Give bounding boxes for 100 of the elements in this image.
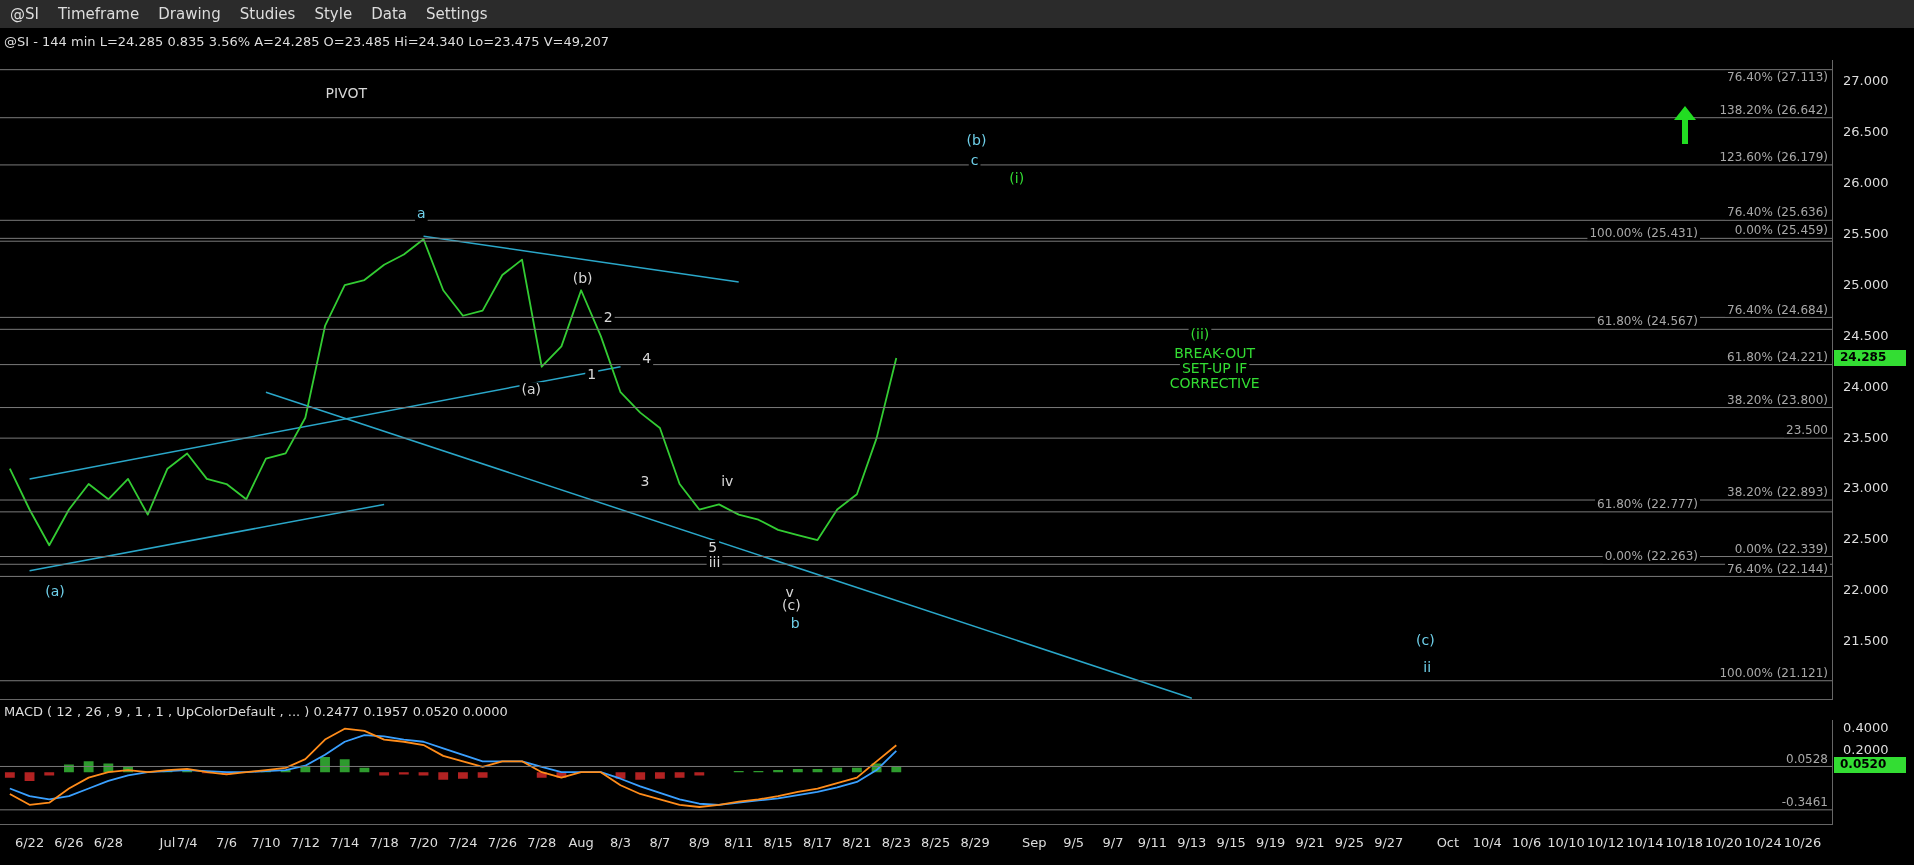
y-tick-label: 24.000	[1843, 378, 1889, 394]
ref-line-label: 61.80% (22.777)	[1597, 496, 1698, 511]
ref-line-label: 76.40% (24.684)	[1727, 302, 1828, 317]
x-tick-label: 10/12	[1586, 834, 1625, 850]
x-tick-label: 7/12	[290, 834, 320, 850]
ref-line-label: 100.00% (21.121)	[1719, 665, 1828, 680]
x-tick-label: 8/21	[842, 834, 872, 850]
y-tick-label: 0.2000	[1843, 741, 1889, 757]
ref-line-label: 0.00% (22.263)	[1604, 549, 1698, 564]
x-tick-label: 9/25	[1334, 834, 1364, 850]
x-tick-label: 7/10	[251, 834, 281, 850]
ref-line-label: 61.80% (24.567)	[1597, 314, 1698, 329]
x-tick-label: 6/22	[14, 834, 45, 850]
x-tick-label: 10/14	[1626, 834, 1664, 850]
x-tick-label: Jul	[158, 834, 176, 850]
x-tick-label: 8/3	[610, 834, 631, 850]
annotation: c	[970, 151, 979, 168]
x-tick-label: 9/7	[1102, 834, 1124, 850]
annotation: v	[785, 583, 794, 600]
y-tick-label: 23.500	[1843, 429, 1889, 445]
text: 24.285	[1840, 350, 1887, 365]
y-tick-label: 0.4000	[1843, 720, 1889, 736]
ref-line-label: -0.3461	[1781, 794, 1828, 809]
ref-line-label: 123.60% (26.179)	[1719, 150, 1828, 165]
ref-line-label: 38.20% (23.800)	[1727, 392, 1828, 407]
x-tick-label: 8/11	[724, 834, 754, 850]
x-tick-label: 8/29	[960, 834, 990, 850]
x-tick-label: 8/7	[649, 834, 671, 850]
annotation: (a)	[45, 582, 65, 599]
x-tick-label: Sep	[1021, 834, 1047, 850]
x-tick-label: 10/24	[1744, 834, 1782, 850]
y-tick-label: 26.500	[1843, 123, 1889, 139]
x-tick-label: 7/6	[216, 834, 237, 850]
annotation: (c)	[1415, 632, 1435, 649]
x-tick-label: 7/28	[527, 834, 557, 850]
annotation: (ii)	[1190, 325, 1210, 342]
x-tick-label: 10/6	[1512, 834, 1542, 850]
annotation: (b)	[572, 269, 593, 286]
x-tick-label: Oct	[1436, 834, 1460, 850]
ref-line-label: 38.20% (22.893)	[1727, 485, 1828, 500]
x-tick-label: 10/10	[1547, 834, 1585, 850]
x-tick-label: 9/19	[1255, 834, 1286, 850]
annotation: iv	[721, 472, 734, 489]
text: 0.0520	[1840, 757, 1887, 772]
x-tick-label: 9/27	[1374, 834, 1404, 850]
x-tick-label: 8/23	[881, 834, 911, 850]
x-tick-label: 7/14	[330, 834, 360, 850]
annotation: 4	[642, 350, 652, 367]
y-tick-label: 22.000	[1843, 582, 1889, 598]
ref-line-label: 0.00% (25.459)	[1734, 223, 1828, 238]
chart-title: @SI - 144 min L=24.285 0.835 3.56% A=24.285 O=23.485 Hi=24.340 Lo=23.475 V=49,207	[4, 34, 609, 49]
chart-title: MACD ( 12 , 26 , 9 , 1 , 1 , UpColorDefault , ... ) 0.2477 0.1957 0.0520 0.0000	[4, 704, 508, 719]
ref-line-label: 0.00% (22.339)	[1734, 541, 1828, 556]
x-tick-label: 7/4	[176, 834, 198, 850]
x-tick-label: 10/20	[1704, 834, 1743, 850]
y-tick-label: 21.500	[1843, 633, 1889, 649]
annotation: ii	[1423, 659, 1432, 676]
ref-line-label: 76.40% (25.636)	[1727, 205, 1828, 220]
x-tick-label: 6/28	[93, 834, 123, 850]
y-tick-label: 22.500	[1843, 531, 1889, 547]
x-tick-label: 9/15	[1216, 834, 1246, 850]
x-tick-label: 10/26	[1783, 834, 1822, 850]
annotation: (c)	[782, 597, 801, 614]
x-tick-label: 7/26	[487, 834, 517, 850]
ref-line-label: 76.40% (27.113)	[1727, 69, 1828, 84]
annotation: 3	[640, 472, 650, 489]
x-tick-label: 10/4	[1472, 834, 1502, 850]
annotation: BREAK-OUT SET-UP IF CORRECTIVE	[1169, 345, 1260, 392]
ref-line-label: 61.80% (24.221)	[1727, 349, 1828, 364]
annotation: PIVOT	[325, 84, 368, 101]
x-tick-label: 10/18	[1665, 834, 1703, 850]
x-tick-label: 9/5	[1063, 834, 1085, 850]
x-tick-label: 8/25	[921, 834, 951, 850]
ref-line-label: 138.20% (26.642)	[1719, 102, 1828, 117]
annotation: a	[417, 204, 426, 221]
x-tick-label: 7/24	[448, 834, 478, 850]
x-tick-label: 9/13	[1177, 834, 1207, 850]
ref-line-label: 100.00% (25.431)	[1589, 226, 1698, 241]
annotation: 5	[708, 538, 718, 555]
chart-subtitle: @SI Timeframe Drawing Studies Style Data Settings	[0, 0, 1914, 28]
y-tick-label: 26.000	[1843, 174, 1889, 190]
ref-line-label: 23.500	[1786, 423, 1828, 438]
x-tick-label: 6/26	[54, 834, 84, 850]
annotation: (a)	[521, 380, 542, 397]
y-tick-label: 25.500	[1843, 225, 1889, 241]
x-tick-label: Aug	[568, 834, 594, 850]
y-tick-label: 27.000	[1843, 72, 1889, 88]
x-tick-label: 9/21	[1295, 834, 1325, 850]
ref-line-label: 0.0528	[1786, 751, 1828, 766]
y-tick-label: 25.000	[1843, 276, 1889, 292]
y-tick-label: 24.500	[1843, 327, 1889, 343]
x-tick-label: 8/17	[802, 834, 833, 850]
y-tick-label: 23.000	[1843, 480, 1889, 496]
annotation: 2	[603, 308, 613, 325]
x-tick-label: 8/9	[688, 834, 710, 850]
annotation: b	[790, 615, 800, 632]
x-tick-label: 7/18	[369, 834, 399, 850]
x-tick-label: 7/20	[408, 834, 439, 850]
annotation: 1	[587, 366, 597, 383]
annotation: iii	[708, 554, 721, 571]
